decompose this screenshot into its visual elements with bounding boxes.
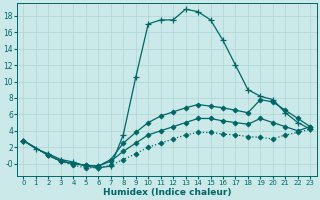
- X-axis label: Humidex (Indice chaleur): Humidex (Indice chaleur): [103, 188, 231, 197]
